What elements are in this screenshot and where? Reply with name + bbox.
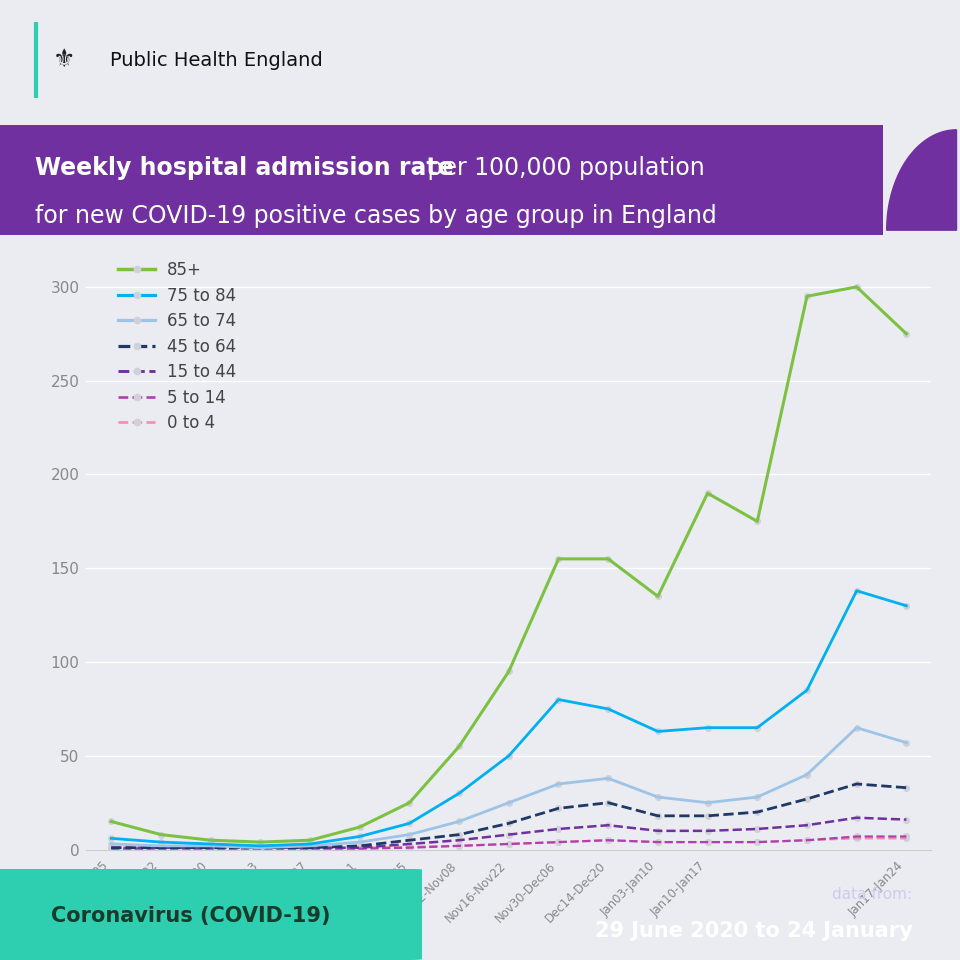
Legend: 85+, 75 to 84, 65 to 74, 45 to 64, 15 to 44, 5 to 14, 0 to 4: 85+, 75 to 84, 65 to 74, 45 to 64, 15 to… [111,254,243,439]
Text: Weekly hospital admission rate: Weekly hospital admission rate [36,156,454,180]
Text: Public Health England: Public Health England [110,51,324,69]
Text: ⚜: ⚜ [53,48,75,72]
FancyBboxPatch shape [0,125,883,235]
Text: data from:: data from: [832,887,912,901]
Polygon shape [887,130,956,230]
FancyBboxPatch shape [0,869,431,960]
Text: Coronavirus (COVID-19): Coronavirus (COVID-19) [51,906,330,926]
Text: 29 June 2020 to 24 January: 29 June 2020 to 24 January [594,921,912,941]
Text: per 100,000 population: per 100,000 population [420,156,705,180]
Text: for new COVID-19 positive cases by age group in England: for new COVID-19 positive cases by age g… [36,204,717,228]
